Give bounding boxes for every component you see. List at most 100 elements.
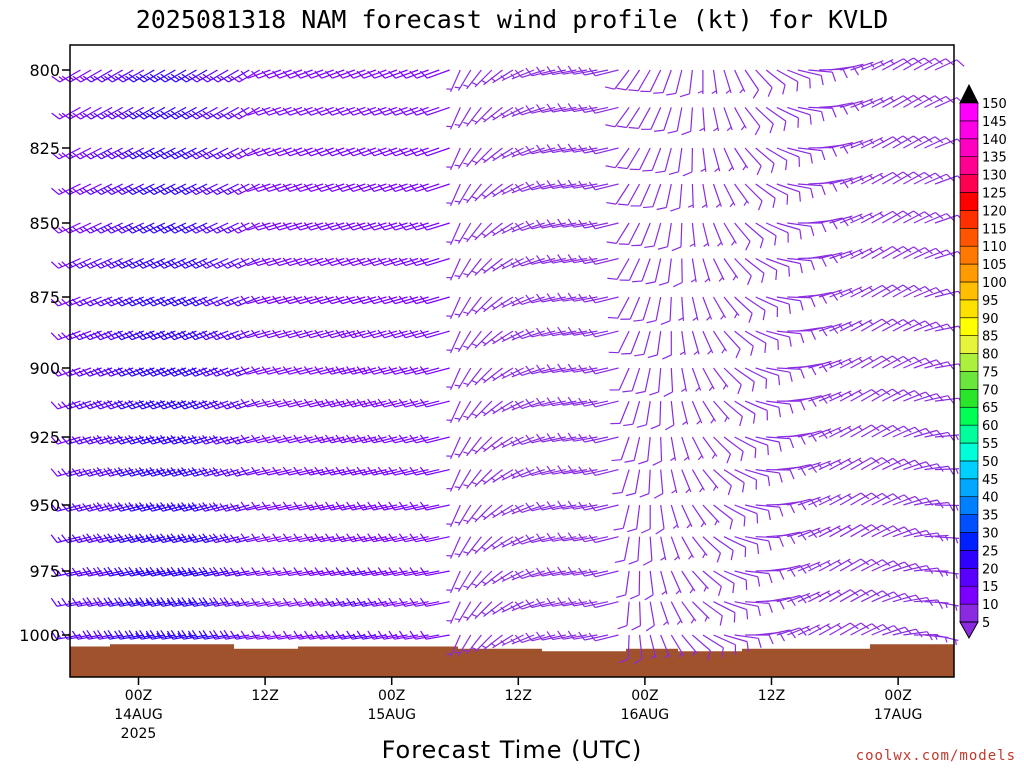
wind-barb	[744, 436, 769, 456]
wind-barb	[702, 330, 714, 355]
wind-barb	[702, 634, 724, 658]
pressure-tick-label: 850	[29, 214, 60, 233]
wind-barb	[649, 367, 662, 396]
wind-barb	[409, 106, 440, 116]
wind-barb	[691, 400, 703, 425]
wind-barb	[670, 634, 685, 658]
wind-barb	[480, 183, 503, 200]
wind-barb	[335, 106, 366, 116]
wind-barb	[829, 558, 853, 572]
wind-barb	[314, 434, 345, 444]
wind-barb	[480, 536, 503, 552]
wind-barb	[367, 567, 398, 577]
wind-barb	[367, 69, 398, 79]
wind-barb	[463, 330, 482, 351]
wind-barb	[240, 567, 271, 577]
wind-barb	[293, 501, 324, 511]
wind-barb	[188, 106, 218, 120]
time-axis: 00Z 14AUG 2025 12Z 00Z 15AUG 12Z 00Z 16AUG 12Z 00Z…	[114, 677, 922, 742]
wind-barb	[166, 502, 197, 512]
wind-barb	[903, 211, 933, 224]
wind-barb	[546, 327, 577, 337]
wind-barb	[681, 107, 693, 136]
wind-barb	[647, 331, 662, 359]
wind-barb	[261, 69, 292, 79]
wind-barb	[282, 147, 313, 157]
wind-barb	[293, 295, 324, 305]
wind-barb	[50, 534, 81, 544]
wind-barb	[463, 469, 482, 489]
wind-barb	[525, 467, 556, 476]
wind-barb	[839, 356, 864, 369]
wind-barb	[156, 629, 187, 640]
wind-barb	[230, 296, 261, 307]
wind-barb	[335, 183, 366, 192]
wind-barb	[377, 434, 408, 444]
wind-barb	[92, 467, 123, 477]
wind-barb	[797, 327, 828, 337]
wind-barb	[104, 69, 134, 83]
wind-barb	[219, 533, 250, 544]
wind-barb	[755, 436, 782, 452]
wind-barb	[198, 566, 229, 577]
wind-barb	[660, 601, 670, 626]
wind-barb	[471, 570, 493, 589]
wind-barb	[261, 567, 292, 577]
wind-barb	[514, 296, 545, 305]
wind-barb	[463, 107, 482, 127]
wind-barb	[480, 296, 503, 313]
wind-barb	[903, 171, 933, 185]
wind-barb	[578, 631, 609, 641]
wind-barb	[282, 183, 313, 192]
wind-barb	[557, 103, 588, 113]
wind-barb	[510, 469, 535, 480]
wind-barb	[839, 389, 864, 402]
wind-barb	[510, 570, 535, 581]
wind-barb	[377, 567, 408, 577]
wind-barb	[839, 213, 864, 224]
wind-barb	[419, 329, 450, 339]
wind-barb	[92, 502, 123, 512]
wind-barb	[135, 69, 166, 83]
wind-barb	[882, 355, 912, 369]
wind-barb	[913, 287, 944, 298]
wind-barb	[734, 634, 762, 648]
wind-barb	[303, 434, 334, 444]
wind-barb	[356, 147, 387, 157]
wind-barb	[787, 464, 818, 473]
wind-barb	[567, 218, 598, 228]
wind-barb	[514, 367, 545, 376]
wind-barb	[567, 65, 598, 75]
wind-barb	[50, 400, 81, 410]
wind-barb	[723, 570, 748, 590]
wind-barb	[755, 183, 776, 208]
wind-barb	[860, 97, 885, 108]
wind-barb	[335, 222, 366, 231]
wind-barb	[578, 533, 609, 543]
wind-barb	[871, 245, 901, 260]
wind-barb	[367, 183, 398, 192]
wind-barb	[293, 466, 324, 476]
wind-barb	[681, 570, 696, 594]
wind-barb	[388, 533, 419, 543]
wind-barb	[463, 367, 482, 388]
wind-barb	[346, 222, 377, 231]
wind-barb	[114, 106, 145, 120]
wind-barb	[892, 319, 923, 332]
wind-barb	[446, 436, 461, 460]
wind-barb	[850, 138, 875, 149]
wind-barb	[463, 536, 482, 556]
wind-barb	[356, 630, 387, 640]
wind-barb	[808, 254, 838, 264]
wind-barb	[818, 391, 843, 402]
wind-barb	[398, 183, 429, 192]
wind-barb	[850, 524, 880, 538]
wind-barb	[557, 254, 588, 264]
wind-barb	[850, 457, 880, 471]
wind-barb	[124, 147, 155, 160]
wind-barb	[177, 147, 208, 160]
wind-barb	[510, 296, 535, 307]
wind-barb	[208, 467, 239, 477]
wind-barb	[536, 501, 566, 511]
wind-barb	[490, 504, 514, 519]
